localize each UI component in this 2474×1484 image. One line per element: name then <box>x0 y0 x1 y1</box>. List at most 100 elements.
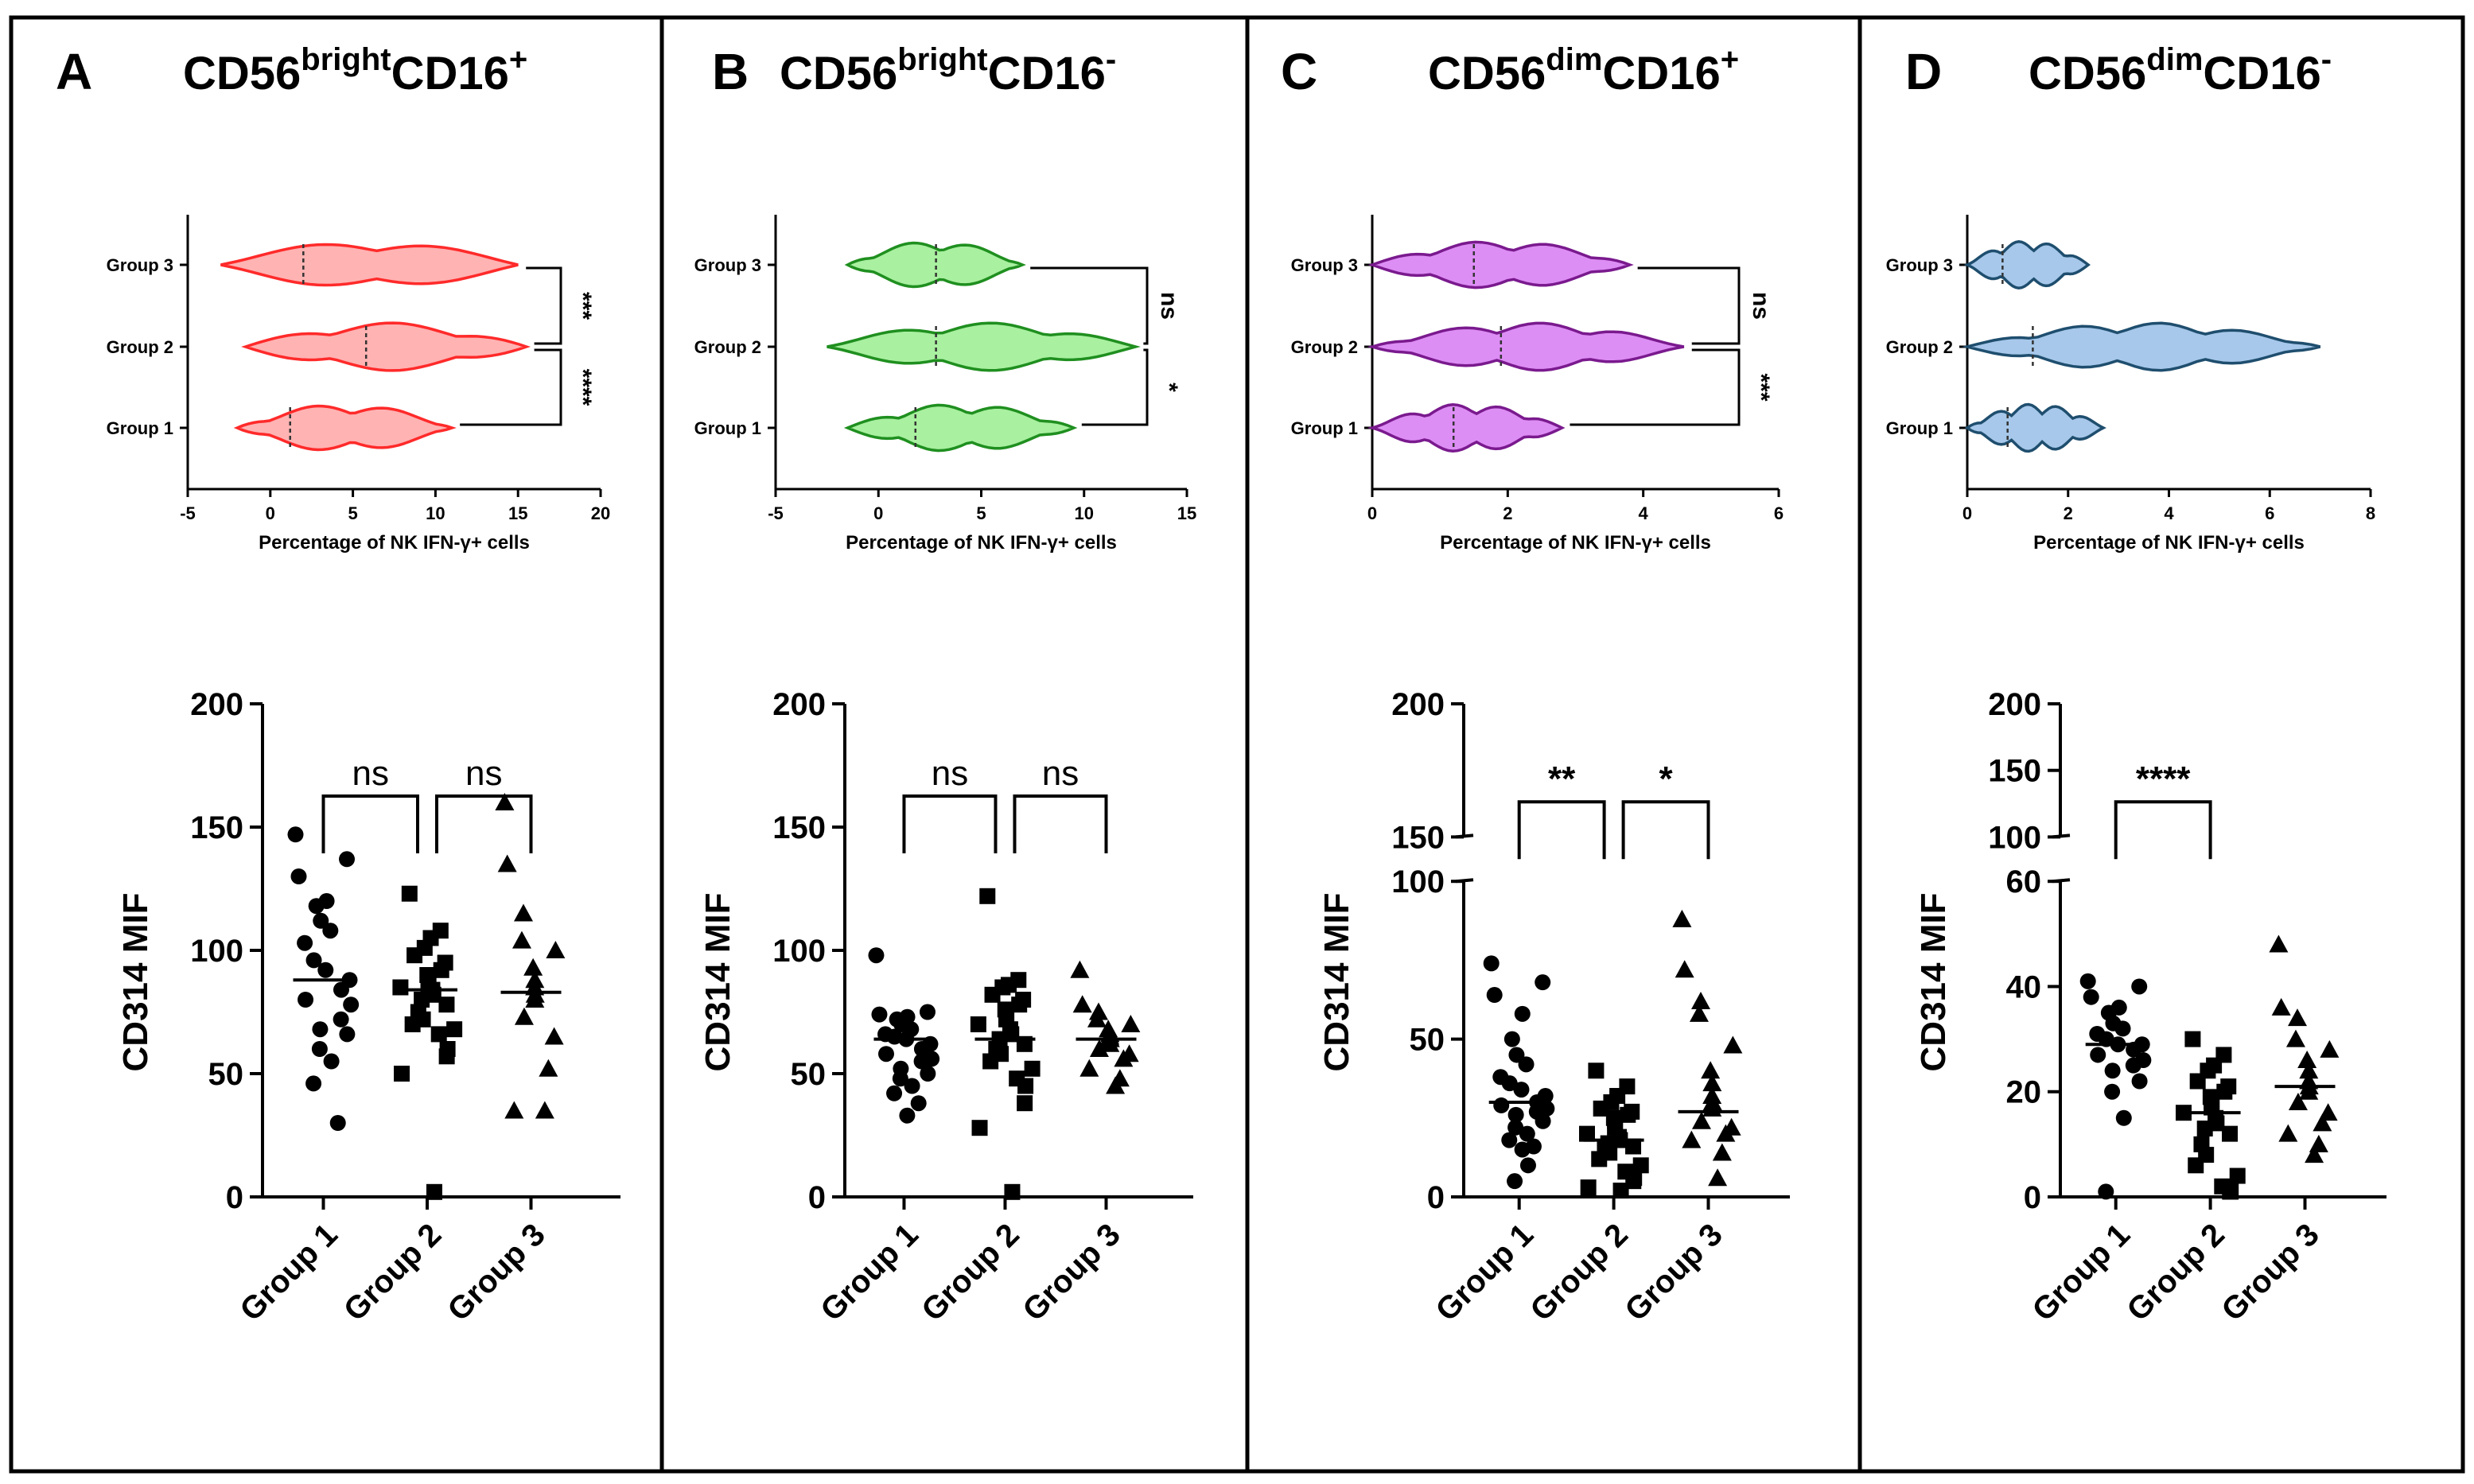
data-point-circle <box>2131 978 2148 995</box>
violin-x-tick-label: 8 <box>2366 503 2375 523</box>
data-point-circle <box>1501 1132 1518 1148</box>
data-point-triangle <box>1672 909 1692 927</box>
violin-group-label: Group 1 <box>694 418 761 438</box>
data-point-square <box>401 885 418 902</box>
data-point-square <box>971 1120 988 1136</box>
data-point-triangle <box>2288 1092 2308 1110</box>
scatter-y-tick-label: 150 <box>190 810 243 845</box>
data-point-circle <box>919 1004 936 1020</box>
scatter-y-tick-label: 0 <box>1427 1180 1445 1215</box>
data-point-circle <box>322 923 339 939</box>
violin-group-label: Group 2 <box>1886 337 1953 357</box>
scatter-y-label: CD314 MIF <box>116 893 155 1072</box>
scatter-y-label: CD314 MIF <box>1317 893 1356 1072</box>
scatter-bracket <box>2114 800 2212 860</box>
data-point-circle <box>297 934 313 951</box>
violin-x-tick-label: 10 <box>426 503 445 523</box>
data-point-circle <box>290 868 307 884</box>
data-point-circle <box>1507 1106 1524 1123</box>
data-point-square <box>1580 1179 1597 1196</box>
data-point-triangle <box>2305 1145 2324 1164</box>
data-point-circle <box>1519 1125 1535 1142</box>
data-point-circle <box>343 996 360 1013</box>
violin-x-tick-label: 5 <box>976 503 986 523</box>
violin-x-tick-label: 6 <box>1774 503 1784 523</box>
data-point-triangle <box>1702 1074 1722 1092</box>
data-point-circle <box>333 981 349 998</box>
scatter-y-tick-label: 50 <box>1410 1023 1445 1058</box>
scatter-x-tick-label: Group 1 <box>814 1217 925 1328</box>
scatter-y-tick-label: 200 <box>1988 687 2041 722</box>
data-point-triangle <box>1701 1061 1721 1079</box>
data-point-circle <box>323 1053 340 1070</box>
scatter-bracket <box>435 794 533 853</box>
data-point-circle <box>1483 955 1500 972</box>
data-point-triangle <box>525 990 545 1008</box>
data-point-circle <box>871 1006 888 1023</box>
data-point-circle <box>1493 1097 1510 1113</box>
violin-x-tick-label: 0 <box>873 503 883 523</box>
data-point-triangle <box>1691 1111 1711 1129</box>
data-point-triangle <box>2278 1124 2298 1142</box>
data-point-circle <box>1518 1056 1535 1073</box>
data-point-circle <box>2115 1109 2132 1126</box>
scatter-x-tick-label: Group 3 <box>2215 1217 2326 1328</box>
data-point-triangle <box>2320 1039 2340 1058</box>
violin-shape <box>1963 240 2091 289</box>
violin-shape <box>1367 321 1685 372</box>
data-point-square <box>1620 1106 1636 1123</box>
data-point-circle <box>1535 974 1551 991</box>
data-point-circle <box>920 1066 936 1082</box>
data-point-square <box>1591 1151 1608 1167</box>
violin-group-label: Group 2 <box>1291 337 1358 357</box>
scatter-x-tick-label: Group 1 <box>233 1217 344 1328</box>
data-point-triangle <box>1072 995 1092 1013</box>
data-point-circle <box>2098 1183 2114 1200</box>
violin-x-tick-label: 4 <box>2164 503 2174 523</box>
data-point-circle <box>305 1075 322 1092</box>
scatter-significance: **** <box>2136 759 2191 798</box>
panel-title: CD56brightCD16+ <box>183 42 527 99</box>
data-point-square <box>1017 1095 1033 1112</box>
violin-significance: ns <box>1748 292 1774 320</box>
violin-x-tick-label: 6 <box>2265 503 2274 523</box>
violin-group-label: Group 2 <box>694 337 761 357</box>
scatter-y-tick-label: 50 <box>791 1057 827 1092</box>
data-point-triangle <box>2297 1051 2317 1069</box>
panel-title: CD56brightCD16- <box>780 42 1116 99</box>
data-point-circle <box>1535 1113 1551 1129</box>
violin-bracket <box>1637 266 1741 345</box>
violin-shape <box>220 243 519 287</box>
scatter-significance: ns <box>1042 754 1079 793</box>
data-point-triangle <box>535 1101 554 1119</box>
scatter-significance: ns <box>352 754 389 793</box>
violin-shape <box>844 241 1026 289</box>
data-point-square <box>426 1183 442 1200</box>
data-point-triangle <box>1708 1168 1728 1187</box>
violin-shape <box>1962 321 2321 372</box>
scatter-y-label: CD314 MIF <box>698 893 737 1072</box>
data-point-square <box>394 1066 410 1082</box>
data-point-square <box>438 996 455 1013</box>
data-point-triangle <box>1682 1130 1702 1148</box>
data-point-square <box>2229 1167 2246 1184</box>
data-point-circle <box>1507 1173 1523 1190</box>
data-point-triangle <box>1114 1049 1134 1067</box>
data-point-circle <box>2104 1083 2121 1100</box>
data-point-circle <box>1513 1082 1530 1098</box>
data-point-circle <box>899 1107 916 1124</box>
data-point-circle <box>2090 1047 2106 1063</box>
scatter-x-tick-label: Group 1 <box>2026 1217 2138 1328</box>
violin-x-label: Percentage of NK IFN-γ+ cells <box>846 532 1117 554</box>
data-point-square <box>1011 996 1028 1013</box>
violin-x-tick-label: -5 <box>768 503 784 523</box>
data-point-triangle <box>497 854 517 872</box>
scatter-y-tick-label: 40 <box>2006 969 2042 1004</box>
scatter-x-tick-label: Group 1 <box>1430 1217 1541 1328</box>
data-point-square <box>392 979 409 996</box>
data-point-square <box>1578 1125 1595 1142</box>
violin-x-label: Percentage of NK IFN-γ+ cells <box>259 532 530 554</box>
data-point-triangle <box>546 941 566 958</box>
